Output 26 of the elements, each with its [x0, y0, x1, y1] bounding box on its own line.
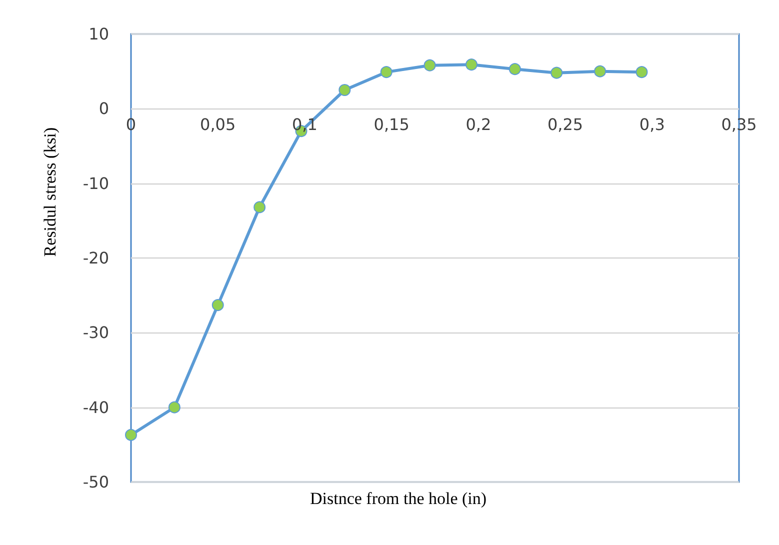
- y-axis-title: Residul stress (ksi): [40, 127, 60, 257]
- point: [594, 65, 606, 78]
- y-tick-label: -30: [82, 323, 109, 342]
- x-tick-label: 0,05: [200, 115, 236, 134]
- point: [380, 66, 392, 78]
- point: [212, 299, 224, 312]
- point: [424, 59, 436, 72]
- x-tick-label: 0,25: [547, 115, 584, 134]
- point: [168, 401, 180, 414]
- x-tick-label: 0,2: [466, 115, 492, 134]
- y-tick-label: -20: [82, 248, 109, 268]
- point: [254, 201, 266, 214]
- point: [636, 66, 648, 78]
- point: [125, 428, 137, 441]
- x-tick-label: 0,15: [374, 115, 410, 134]
- y-tick-label: -40: [82, 398, 109, 417]
- y-tick-label: 0: [98, 99, 109, 118]
- point: [550, 66, 563, 79]
- y-tick-label: -50: [82, 472, 109, 492]
- point: [508, 63, 521, 76]
- point: [338, 84, 351, 96]
- y-tick-label: -10: [82, 174, 109, 193]
- y-tick-label: 10: [88, 24, 109, 44]
- x-tick-label: 0,3: [639, 115, 665, 134]
- x-axis-title: Distnce from the hole (in): [310, 489, 487, 508]
- point: [465, 58, 478, 71]
